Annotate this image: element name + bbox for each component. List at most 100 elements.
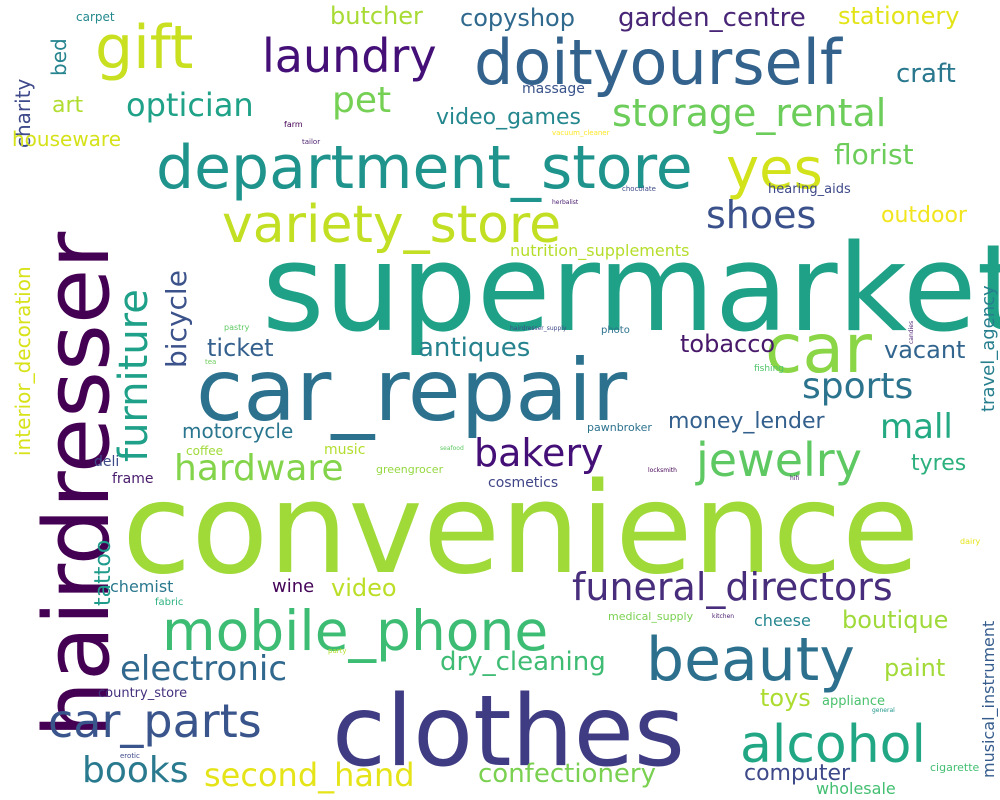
word-car-parts: car_parts xyxy=(48,694,262,748)
word-medical-supply: medical_supply xyxy=(608,610,694,623)
word-fabric: fabric xyxy=(155,597,183,608)
word-bakery: bakery xyxy=(474,431,604,475)
word-tea: tea xyxy=(205,358,216,366)
word-tobacco: tobacco xyxy=(680,330,775,358)
word-tailor: tailor xyxy=(302,138,320,146)
word-shoes: shoes xyxy=(706,193,816,237)
word-doityourself: doityourself xyxy=(474,26,844,99)
word-charity: charity xyxy=(11,78,35,148)
word-chocolate: chocolate xyxy=(622,185,656,193)
word-dry-cleaning: dry_cleaning xyxy=(440,647,606,677)
word-pawnbroker: pawnbroker xyxy=(587,421,652,434)
word-yes: yes xyxy=(726,137,823,202)
word-wholesale: wholesale xyxy=(816,779,896,798)
word-cigarette: cigarette xyxy=(930,761,980,774)
word-bed: bed xyxy=(47,38,71,76)
word-greengrocer: greengrocer xyxy=(376,463,444,476)
word-books: books xyxy=(82,750,189,791)
word-copyshop: copyshop xyxy=(460,4,575,32)
word-department-store: department_store xyxy=(156,133,693,203)
word-candies: candies xyxy=(908,321,915,344)
word-convenience: convenience xyxy=(122,455,919,602)
word-country-store: country_store xyxy=(98,686,187,701)
word-hairdresser: hairdresser xyxy=(25,232,130,738)
word-car: car xyxy=(765,310,872,389)
word-musical-instrument: musical_instrument xyxy=(979,621,999,778)
word-seafood: seafood xyxy=(440,445,464,452)
word-beauty: beauty xyxy=(646,625,855,695)
word-antiques: antiques xyxy=(418,333,530,363)
word-stationery: stationery xyxy=(838,2,959,30)
word-money-lender: money_lender xyxy=(668,409,825,434)
word-kitchen: kitchen xyxy=(712,613,734,620)
word-tyres: tyres xyxy=(911,451,966,476)
word-vacant: vacant xyxy=(884,336,965,364)
word-travel-agency: travel_agency xyxy=(978,285,999,412)
word-outdoor: outdoor xyxy=(881,203,968,228)
word-cosmetics: cosmetics xyxy=(488,475,558,491)
word-carpet: carpet xyxy=(76,10,115,24)
word-video-games: video_games xyxy=(436,105,581,130)
word-second-hand: second_hand xyxy=(204,756,415,794)
word-jewelry: jewelry xyxy=(695,433,862,487)
word-car-repair: car_repair xyxy=(196,341,628,441)
word-toys: toys xyxy=(760,684,811,712)
word-ticket: ticket xyxy=(207,334,274,362)
word-laundry: laundry xyxy=(262,29,437,83)
word-garden-centre: garden_centre xyxy=(618,3,806,33)
word-variety-store: variety_store xyxy=(222,195,561,255)
word-chemist: chemist xyxy=(110,577,173,596)
word-art: art xyxy=(52,93,84,118)
word-boutique: boutique xyxy=(842,606,948,634)
word-dairy: dairy xyxy=(960,537,980,546)
word-locksmith: locksmith xyxy=(648,467,677,474)
word-deli: deli xyxy=(94,454,119,470)
word-funeral-directors: funeral_directors xyxy=(572,565,893,609)
word-tattoo: tattoo xyxy=(91,540,116,606)
word-storage-rental: storage_rental xyxy=(612,91,886,135)
word-butcher: butcher xyxy=(330,2,423,30)
word-video: video xyxy=(331,574,397,602)
word-party: party xyxy=(328,647,347,655)
word-confectionery: confectionery xyxy=(478,759,656,789)
word-cheese: cheese xyxy=(754,611,811,630)
word-gift: gift xyxy=(95,13,193,83)
word-massage: massage xyxy=(522,81,585,97)
word-optician: optician xyxy=(126,86,254,124)
word-sports: sports xyxy=(802,366,913,407)
word-general: general xyxy=(872,707,895,714)
word-pastry: pastry xyxy=(224,323,250,332)
word-wine: wine xyxy=(272,576,314,597)
word-nutrition-supplements: nutrition_supplements xyxy=(510,241,689,261)
word-hearing-aids: hearing_aids xyxy=(768,182,851,197)
word-houseware: houseware xyxy=(12,127,121,151)
word-photo: photo xyxy=(601,325,630,336)
word-mall: mall xyxy=(880,407,953,447)
word-mobile-phone: mobile_phone xyxy=(162,599,548,663)
word-florist: florist xyxy=(834,138,914,171)
word-appliance: appliance xyxy=(822,694,885,709)
word-clothes: clothes xyxy=(332,675,685,789)
word-bicycle: bicycle xyxy=(160,270,193,368)
word-alcohol: alcohol xyxy=(740,715,926,775)
word-farm: farm xyxy=(284,120,303,129)
word-hairdresser-supply: hairdresser_supply xyxy=(510,325,567,332)
word-craft: craft xyxy=(896,59,956,89)
word-paint: paint xyxy=(884,654,945,682)
word-motorcycle: motorcycle xyxy=(182,419,293,443)
word-music: music xyxy=(324,442,365,458)
word-herbalist: herbalist xyxy=(552,199,579,206)
word-interior-decoration: interior_decoration xyxy=(11,266,35,456)
word-pet: pet xyxy=(332,80,391,121)
word-electronic: electronic xyxy=(120,649,287,689)
word-hifi: hifi xyxy=(790,475,799,482)
word-vacuum-cleaner: vacuum_cleaner xyxy=(552,129,610,137)
word-computer: computer xyxy=(744,761,851,786)
word-supermarket: supermarket xyxy=(262,220,1000,359)
word-coffee: coffee xyxy=(186,444,223,458)
word-furniture: furniture xyxy=(111,289,157,462)
word-erotic: erotic xyxy=(120,752,140,760)
word-hardware: hardware xyxy=(174,448,344,489)
word-fishing: fishing xyxy=(754,364,784,374)
